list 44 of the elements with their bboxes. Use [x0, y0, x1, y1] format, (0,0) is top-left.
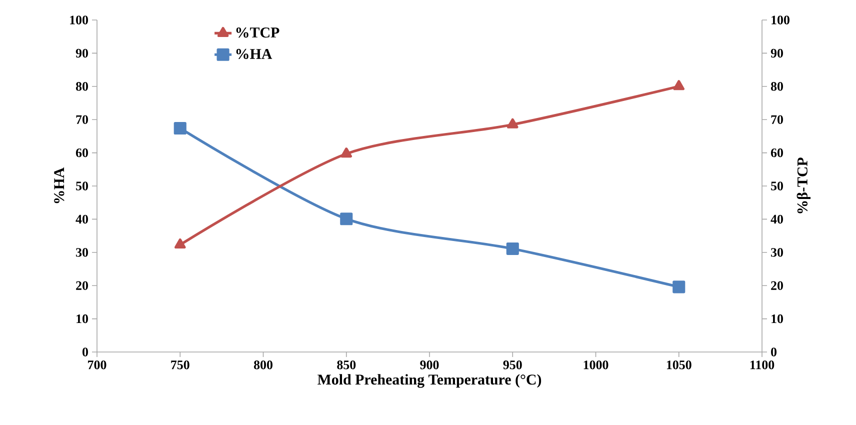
x-tick-label: 900 [420, 360, 439, 370]
point [174, 238, 186, 249]
x-axis-title: Mold Preheating Temperature (°C) [318, 374, 542, 388]
y2-tick-label: 80 [770, 82, 783, 91]
y2-axis-title: %β-TCP [796, 158, 811, 214]
y2-tick-label: 40 [770, 214, 783, 224]
y-tick-label: 70 [76, 115, 88, 124]
point [506, 242, 519, 256]
y2-tick-label: 0 [771, 348, 777, 356]
x-tick-label: 750 [171, 360, 190, 370]
y2-tick-label: 20 [771, 281, 783, 290]
point [174, 122, 186, 135]
y2-tick-label: 30 [771, 248, 783, 257]
y-tick-label: 100 [70, 16, 88, 24]
point [340, 148, 352, 158]
x-tick-label: 850 [337, 360, 356, 370]
point [340, 212, 353, 226]
x-tick-label: 1050 [666, 360, 692, 370]
x-tick-label: 1000 [584, 360, 608, 370]
x-tick-label: 700 [88, 360, 106, 370]
y-tick-label: 80 [76, 82, 88, 91]
x-tick-label: 1100 [750, 360, 774, 370]
legend-label: %TCP [236, 28, 280, 38]
y2-tick-label: 100 [772, 16, 790, 24]
point [673, 80, 684, 90]
y-tick-label: 90 [76, 48, 88, 58]
y2-tick-label: 70 [771, 115, 783, 124]
y-tick-label: 40 [76, 214, 88, 224]
legend-label: %HA [236, 48, 272, 60]
y-axis-title: %HA [54, 167, 64, 204]
y2-tick-label: 90 [770, 48, 783, 58]
y-tick-label: 50 [76, 182, 88, 190]
x-tick-label: 800 [254, 360, 272, 370]
point [672, 280, 686, 294]
point [507, 118, 518, 128]
y-tick-label: 20 [76, 281, 88, 290]
y2-tick-label: 10 [772, 314, 783, 324]
y2-tick-label: 50 [771, 182, 783, 190]
y-tick-label: 0 [82, 348, 88, 356]
y-tick-label: 30 [76, 248, 88, 257]
x-tick-label: 950 [503, 360, 522, 370]
y2-tick-label: 60 [770, 148, 783, 158]
y-tick-label: 10 [76, 314, 88, 324]
y-tick-label: 60 [76, 148, 88, 158]
